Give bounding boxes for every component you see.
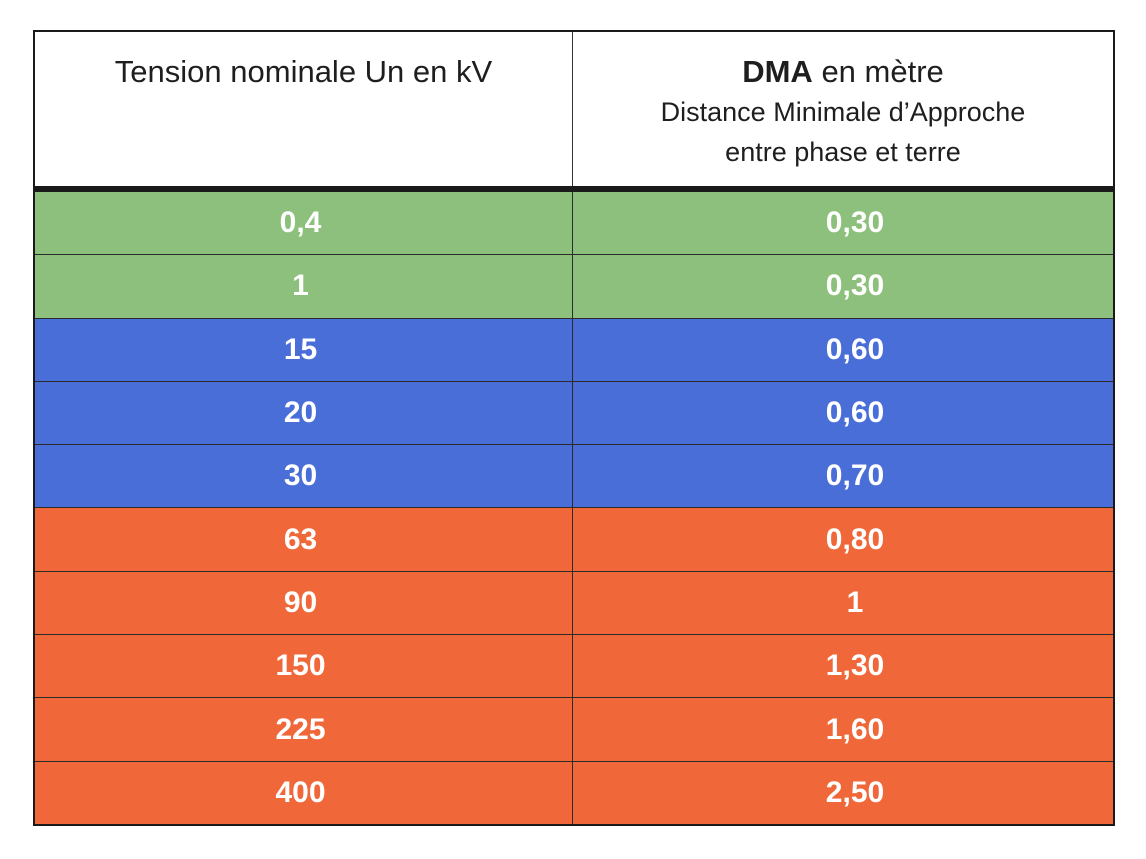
dma-cell: 2,50 xyxy=(825,775,885,809)
header-dma-abbr: DMA xyxy=(742,54,813,89)
table-row: 63 0,80 xyxy=(35,507,1113,571)
tension-cell: 1 xyxy=(35,255,573,318)
table-row: 150 1,30 xyxy=(35,634,1113,698)
tension-cell: 20 xyxy=(35,381,573,445)
dma-cell: 0,60 xyxy=(825,396,885,430)
table-header: Tension nominale Un en kV DMA en mètre D… xyxy=(35,32,1113,192)
tension-cell: 0,4 xyxy=(35,192,573,255)
dma-cell: 1 xyxy=(846,585,864,619)
header-dma-unit: en mètre xyxy=(812,54,944,89)
tension-cell: 150 xyxy=(35,635,573,698)
table-row: 20 0,60 xyxy=(35,380,1113,445)
tension-cell: 90 xyxy=(35,571,573,635)
dma-cell: 1,30 xyxy=(825,649,885,683)
dma-cell: 0,30 xyxy=(825,206,885,240)
dma-cell: 0,30 xyxy=(825,269,885,303)
dma-cell: 0,80 xyxy=(825,522,885,556)
dma-cell: 0,60 xyxy=(825,332,885,366)
table-row: 0,4 0,30 xyxy=(35,192,1113,255)
header-dma: DMA en mètre Distance Minimale d’Approch… xyxy=(573,32,1113,186)
table-row: 225 1,60 xyxy=(35,697,1113,761)
tension-cell: 63 xyxy=(35,508,573,571)
table-row: 90 1 xyxy=(35,570,1113,635)
tension-cell: 30 xyxy=(35,445,573,508)
dma-cell: 1,60 xyxy=(825,712,885,746)
tension-cell: 400 xyxy=(35,761,573,824)
table-row: 15 0,60 xyxy=(35,317,1113,381)
table-body: 0,4 0,30 1 0,30 15 0,60 20 0,60 30 0,70 … xyxy=(35,192,1113,824)
table-row: 400 2,50 xyxy=(35,760,1113,824)
tension-cell: 225 xyxy=(35,698,573,761)
header-tension: Tension nominale Un en kV xyxy=(35,32,573,186)
header-tension-label: Tension nominale Un en kV xyxy=(114,54,493,89)
table-row: 1 0,30 xyxy=(35,254,1113,318)
dma-cell: 0,70 xyxy=(825,459,885,493)
tension-cell: 15 xyxy=(35,318,573,381)
header-dma-subtitle-2: entre phase et terre xyxy=(725,137,961,167)
header-dma-subtitle-1: Distance Minimale d’Approche xyxy=(660,97,1026,127)
header-dma-title: DMA en mètre xyxy=(573,52,1113,92)
table-row: 30 0,70 xyxy=(35,444,1113,508)
dma-table: Tension nominale Un en kV DMA en mètre D… xyxy=(33,30,1115,826)
